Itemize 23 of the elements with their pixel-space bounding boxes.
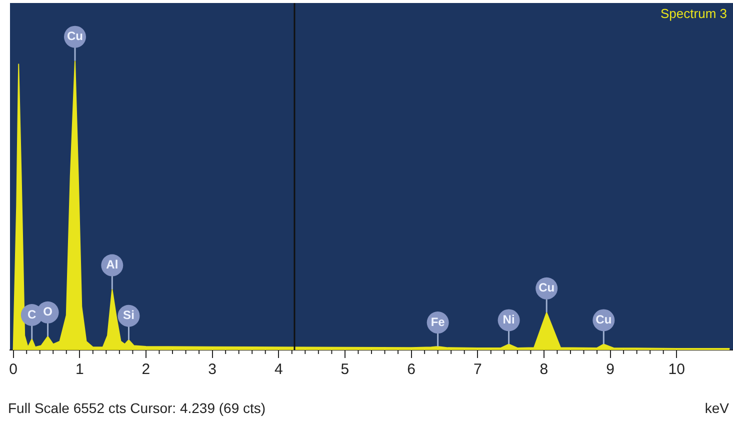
annotation: Al: [106, 258, 118, 272]
text: Spectrum 3: [660, 6, 727, 22]
x-tick-label: 6: [407, 361, 416, 378]
x-tick-label: 2: [142, 361, 150, 378]
annotation: Ni: [502, 312, 515, 327]
x-tick-label: 10: [668, 361, 685, 378]
annotation: Cu: [67, 29, 84, 44]
x-axis-title: keV: [704, 400, 729, 416]
annotation: O: [43, 304, 52, 319]
annotation: Si: [123, 308, 134, 322]
x-tick-label: 8: [540, 361, 548, 378]
x-tick-label: 9: [606, 361, 614, 378]
text: Full Scale 6552 cts Cursor: 4.239 (69 cts): [8, 400, 266, 416]
x-tick-label: 7: [473, 361, 482, 378]
annotation: Cu: [596, 312, 612, 327]
x-tick-label: 1: [75, 361, 84, 378]
annotation: Cu: [538, 280, 555, 295]
x-tick-label: 4: [274, 361, 283, 378]
x-tick-label: 0: [9, 361, 18, 378]
x-tick-label: 5: [340, 361, 350, 378]
annotation: Fe: [430, 314, 446, 329]
x-tick-label: 3: [208, 361, 216, 378]
annotation: C: [28, 307, 37, 322]
